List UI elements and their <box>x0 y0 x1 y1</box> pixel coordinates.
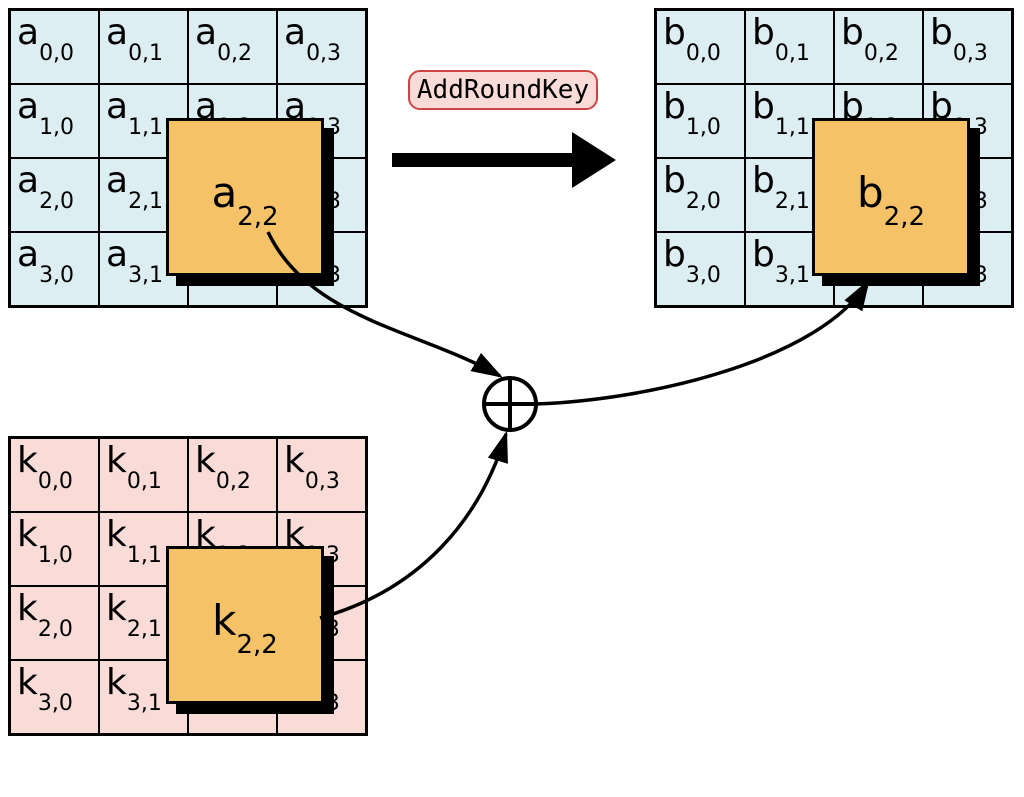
cell-label: k0,2 <box>195 443 251 485</box>
cell-label: b2,1 <box>752 163 810 205</box>
operation-name-text: AddRoundKey <box>417 75 589 105</box>
matrix-cell: b0,1 <box>745 10 834 84</box>
highlight-b-label: b2,2 <box>857 172 925 221</box>
matrix-cell: k2,0 <box>10 586 99 660</box>
matrix-cell: a3,0 <box>10 232 99 306</box>
cell-label: k3,0 <box>17 665 73 707</box>
matrix-cell: b0,3 <box>923 10 1012 84</box>
matrix-cell: a0,2 <box>188 10 277 84</box>
xor-symbol <box>484 378 536 430</box>
matrix-cell: b3,0 <box>656 232 745 306</box>
cell-label: k2,1 <box>106 591 162 633</box>
cell-label: a3,1 <box>106 237 163 279</box>
cell-label: k1,0 <box>17 517 73 559</box>
cell-label: b0,3 <box>930 15 988 57</box>
cell-label: a0,1 <box>106 15 163 57</box>
matrix-cell: b0,2 <box>834 10 923 84</box>
matrix-cell: k0,1 <box>99 438 188 512</box>
highlight-k-label: k2,2 <box>212 600 278 649</box>
cell-label: a1,1 <box>106 89 163 131</box>
highlight-a-tile: a2,2 <box>166 118 324 276</box>
cell-label: k2,0 <box>17 591 73 633</box>
cell-label: a0,2 <box>195 15 252 57</box>
cell-label: a1,0 <box>17 89 74 131</box>
matrix-cell: k1,0 <box>10 512 99 586</box>
cell-label: k1,1 <box>106 517 162 559</box>
diagram-stage: a0,0a0,1a0,2a0,3a1,0a1,1a1,2a1,3a2,0a2,1… <box>0 0 1024 797</box>
cell-label: b2,0 <box>663 163 721 205</box>
cell-label: k3,1 <box>106 665 162 707</box>
highlight-a-label: a2,2 <box>211 172 278 221</box>
matrix-cell: a0,3 <box>277 10 366 84</box>
cell-label: k0,1 <box>106 443 162 485</box>
cell-label: k0,3 <box>284 443 340 485</box>
cell-label: a3,0 <box>17 237 74 279</box>
matrix-cell: b2,0 <box>656 158 745 232</box>
cell-label: b0,2 <box>841 15 899 57</box>
cell-label: b1,1 <box>752 89 810 131</box>
cell-label: b3,1 <box>752 237 810 279</box>
matrix-cell: k3,0 <box>10 660 99 734</box>
matrix-cell: a1,0 <box>10 84 99 158</box>
matrix-cell: a0,0 <box>10 10 99 84</box>
matrix-cell: k0,0 <box>10 438 99 512</box>
matrix-cell: b0,0 <box>656 10 745 84</box>
cell-label: b3,0 <box>663 237 721 279</box>
cell-label: b1,0 <box>663 89 721 131</box>
highlight-b-tile: b2,2 <box>812 118 970 276</box>
matrix-cell: a2,0 <box>10 158 99 232</box>
cell-label: a2,1 <box>106 163 163 205</box>
transform-arrow <box>392 132 616 188</box>
cell-label: k0,0 <box>17 443 73 485</box>
cell-label: b0,1 <box>752 15 810 57</box>
cell-label: b0,0 <box>663 15 721 57</box>
operation-name-badge: AddRoundKey <box>408 70 598 110</box>
highlight-k-tile: k2,2 <box>166 546 324 704</box>
matrix-cell: k0,3 <box>277 438 366 512</box>
matrix-cell: k0,2 <box>188 438 277 512</box>
cell-label: a0,0 <box>17 15 74 57</box>
matrix-cell: a0,1 <box>99 10 188 84</box>
matrix-cell: b1,0 <box>656 84 745 158</box>
cell-label: a0,3 <box>284 15 341 57</box>
cell-label: a2,0 <box>17 163 74 205</box>
